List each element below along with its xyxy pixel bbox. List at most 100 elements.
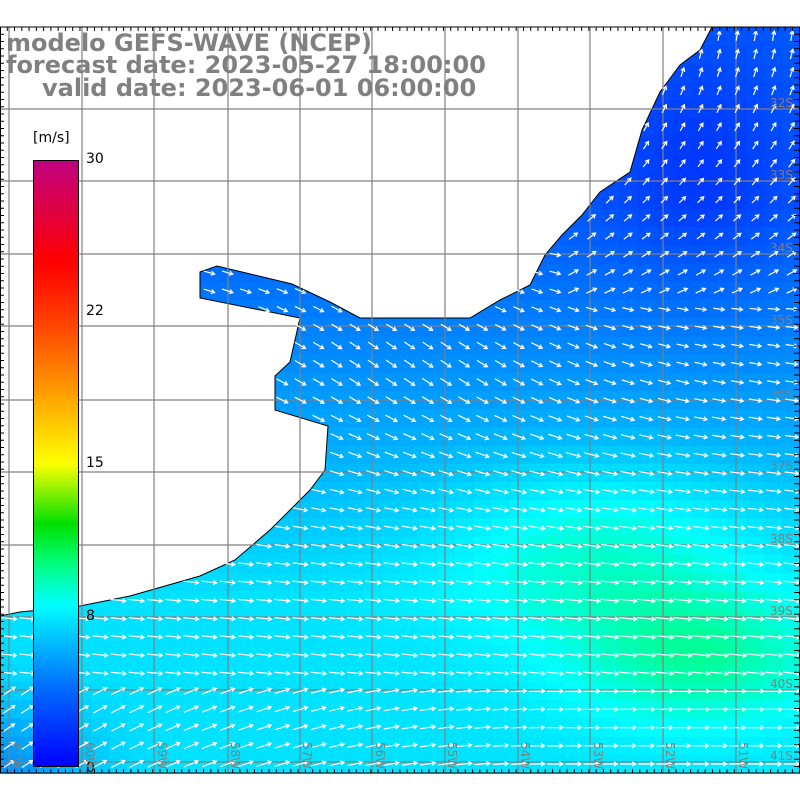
colorbar-tick: 8	[86, 608, 95, 624]
wind-arrow	[753, 66, 759, 78]
wind-arrow	[693, 452, 709, 458]
wind-arrow	[458, 341, 471, 350]
wind-arrow	[751, 195, 760, 204]
wind-arrow	[311, 543, 327, 549]
wind-arrow	[219, 741, 236, 750]
wind-arrow	[493, 433, 508, 441]
wind-arrow	[420, 488, 436, 495]
wind-arrow	[401, 760, 419, 766]
wind-arrow	[510, 670, 528, 677]
wind-arrow	[678, 195, 687, 204]
wind-arrow	[347, 652, 364, 658]
wind-arrow	[546, 688, 565, 694]
wind-arrow	[310, 742, 327, 749]
wind-arrow	[237, 598, 255, 604]
wind-arrow	[549, 360, 562, 368]
wind-arrow	[656, 743, 674, 749]
wind-arrow	[401, 652, 419, 658]
wind-arrow	[789, 29, 795, 42]
wind-arrow	[528, 706, 546, 712]
wind-arrow	[111, 741, 126, 750]
wind-arrow	[385, 414, 398, 423]
wind-arrow	[349, 377, 362, 386]
wind-arrow	[458, 359, 471, 368]
wind-arrow	[165, 705, 181, 714]
wind-arrow	[203, 270, 216, 276]
wind-arrow	[767, 379, 781, 385]
wind-arrow	[600, 561, 620, 568]
lon-label: 52W	[663, 742, 677, 770]
wind-arrow	[383, 525, 400, 531]
wind-arrow	[129, 741, 145, 750]
wind-arrow	[728, 579, 747, 586]
wind-arrow	[347, 687, 364, 694]
wind-arrow	[546, 670, 565, 677]
wind-arrow	[201, 687, 218, 695]
wind-arrow	[312, 359, 325, 368]
wind-arrow	[419, 760, 437, 766]
wind-arrow	[586, 232, 597, 240]
wind-arrow	[437, 580, 455, 586]
wind-arrow	[311, 507, 327, 513]
wind-arrow	[201, 670, 218, 677]
wind-arrow	[712, 379, 727, 385]
wind-arrow	[510, 634, 528, 640]
wind-arrow	[766, 452, 782, 458]
wind-arrow	[347, 507, 363, 513]
wind-arrow	[766, 397, 781, 404]
wind-arrow	[237, 670, 255, 677]
wind-arrow	[93, 705, 108, 714]
wind-arrow	[2, 704, 16, 714]
wind-arrow	[365, 507, 382, 513]
wind-arrow	[529, 451, 545, 459]
wind-arrow	[292, 723, 309, 731]
wind-arrow	[530, 433, 545, 441]
wind-arrow	[746, 652, 766, 658]
wind-arrow	[146, 634, 164, 640]
wind-arrow	[640, 287, 653, 294]
wind-arrow	[747, 488, 764, 495]
wind-arrow	[422, 323, 434, 331]
wind-arrow	[639, 434, 654, 440]
wind-arrow	[679, 159, 686, 168]
wind-arrow	[584, 415, 599, 422]
wind-arrow	[219, 705, 236, 713]
wind-arrow	[365, 652, 382, 658]
wind-arrow	[385, 323, 398, 331]
wind-arrow	[656, 470, 673, 477]
wind-arrow	[691, 580, 711, 586]
wind-arrow	[655, 525, 674, 531]
wind-arrow	[601, 525, 620, 531]
wind-arrow	[600, 616, 620, 622]
wind-arrow	[440, 377, 453, 386]
wind-arrow	[620, 434, 636, 440]
wind-arrow	[366, 470, 381, 477]
lat-label: 36S	[770, 387, 793, 401]
wind-arrow	[492, 507, 510, 513]
wind-arrow	[383, 724, 400, 730]
wind-arrow	[693, 416, 709, 422]
wind-arrow	[621, 397, 636, 404]
wind-arrow	[473, 580, 492, 586]
wind-arrow	[347, 616, 364, 622]
wind-arrow	[510, 706, 528, 712]
wind-arrow	[474, 761, 492, 767]
wind-arrow	[439, 396, 453, 404]
wind-arrow	[712, 398, 727, 404]
wind-arrow	[749, 287, 762, 294]
wind-arrow	[312, 305, 325, 313]
wind-arrow	[128, 598, 146, 604]
wind-arrow	[458, 396, 471, 404]
wind-arrow	[752, 121, 759, 132]
wind-arrow	[728, 688, 747, 694]
wind-arrow	[530, 396, 544, 404]
wind-arrow	[546, 580, 565, 586]
wind-arrow	[457, 451, 472, 459]
wind-arrow	[675, 397, 690, 404]
wind-arrow	[657, 379, 672, 386]
wind-arrow	[347, 742, 364, 749]
wind-arrow	[619, 688, 638, 694]
wind-arrow	[658, 325, 671, 331]
wind-arrow	[586, 250, 597, 258]
wind-arrow	[419, 742, 437, 748]
